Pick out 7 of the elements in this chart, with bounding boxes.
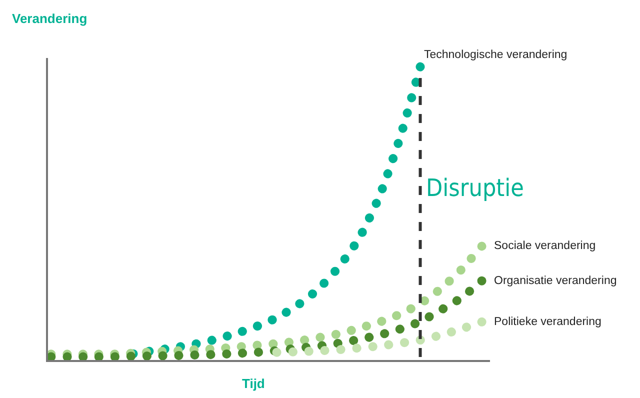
series-label: Technologische verandering <box>424 49 568 61</box>
x-axis-title: Tijd <box>242 376 265 391</box>
text: Disruptie <box>426 174 524 202</box>
series-label: Organisatie verandering <box>494 275 617 287</box>
series-label: Sociale verandering <box>494 240 596 252</box>
series-label: Politieke verandering <box>494 316 602 328</box>
y-axis-title: Verandering <box>12 11 88 26</box>
